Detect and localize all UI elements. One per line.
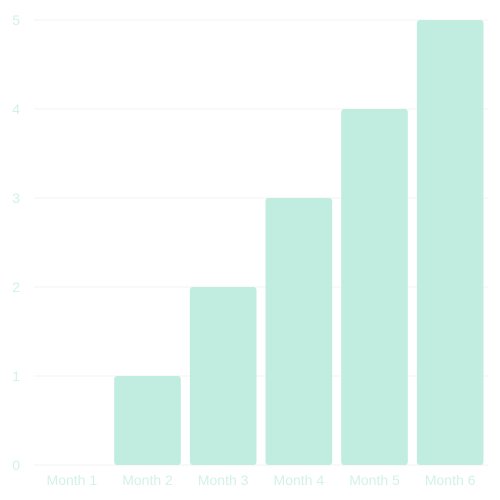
y-tick-label: 0 <box>12 457 20 473</box>
y-axis-ticks: 0 1 2 3 4 5 <box>12 12 20 473</box>
bars <box>114 20 484 465</box>
y-tick-label: 4 <box>12 101 20 117</box>
bar-month-4 <box>265 198 333 465</box>
y-tick-label: 2 <box>12 279 20 295</box>
grid-lines <box>34 19 488 466</box>
bar-month-5 <box>341 109 408 465</box>
x-tick-label: Month 1 <box>47 472 98 488</box>
y-tick-label: 5 <box>12 12 20 28</box>
bar-month-3 <box>189 287 257 465</box>
y-tick-label: 3 <box>12 190 20 206</box>
bar-month-6 <box>416 20 484 465</box>
x-tick-label: Month 3 <box>198 472 249 488</box>
x-tick-label: Month 2 <box>122 472 173 488</box>
x-tick-label: Month 4 <box>274 472 325 488</box>
x-axis-ticks: Month 1 Month 2 Month 3 Month 4 Month 5 Month… <box>47 472 476 488</box>
y-tick-label: 1 <box>12 368 20 384</box>
x-tick-label: Month 5 <box>349 472 400 488</box>
x-tick-label: Month 6 <box>425 472 476 488</box>
bar-month-2 <box>114 376 181 465</box>
